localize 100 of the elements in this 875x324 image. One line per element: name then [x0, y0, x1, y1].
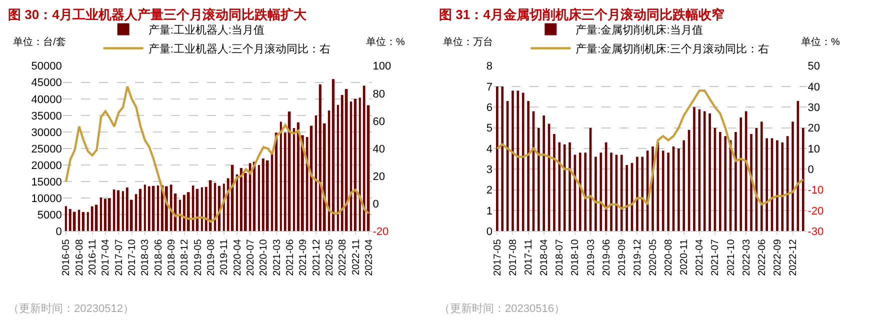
bar [636, 156, 638, 232]
y2-tick-label: 80 [372, 88, 385, 100]
bar [802, 128, 804, 232]
bar [584, 152, 586, 232]
x-tick-label: 2017-05 [492, 238, 504, 276]
bar [781, 142, 784, 232]
y-tick-label: 5000 [37, 210, 62, 222]
y-tick-label: 0 [486, 226, 493, 238]
x-tick-label: 2017-07 [114, 238, 125, 276]
y-axis-title: 单位：万台 [443, 36, 493, 48]
x-tick-label: 2018-07 [554, 238, 566, 276]
bar [734, 132, 737, 232]
bar [522, 92, 524, 232]
bar [64, 206, 67, 232]
x-tick-label: 2019-12 [632, 238, 644, 276]
bar [578, 152, 582, 232]
bar [354, 98, 356, 232]
x-tick-label: 2019-05 [192, 238, 204, 276]
bar [94, 204, 98, 232]
y-tick-label: 6 [486, 102, 493, 114]
bar [358, 98, 361, 232]
legend-label: 产量:金属切削机床:当月值 [576, 24, 703, 37]
x-tick-label: 2022-11 [350, 238, 362, 276]
bar [641, 156, 644, 232]
x-tick-label: 2018-06 [153, 238, 164, 276]
bar [144, 184, 146, 232]
bar [662, 150, 664, 232]
y2-axis-title: 单位：% [366, 36, 405, 48]
bar [258, 165, 260, 232]
y-tick-label: 45000 [31, 77, 62, 90]
y2-tick-label: 0 [808, 164, 814, 176]
bar [527, 100, 530, 232]
chart-title: 图 30：4月工业机器人产量三个月滚动同比跌幅扩大 [8, 7, 308, 22]
bar [760, 122, 763, 232]
y-axis-title: 单位：台/套 [13, 36, 66, 48]
x-tick-label: 2021-06 [284, 238, 296, 276]
y2-tick-label: 60 [372, 116, 385, 128]
bar [108, 198, 111, 232]
x-tick-label: 2021-10 [726, 238, 737, 276]
bar [170, 184, 172, 232]
y-tick-label: 15000 [31, 176, 62, 188]
x-tick-label: 2021-03 [272, 238, 283, 276]
bar [766, 138, 768, 232]
x-tick-label: 2022-09 [772, 238, 784, 276]
bar [558, 142, 561, 232]
x-tick-label: 2018-04 [539, 238, 550, 276]
bar [542, 115, 546, 232]
bar [693, 107, 696, 232]
bar [200, 187, 203, 232]
y-tick-label: 25000 [31, 143, 62, 156]
bar [568, 142, 571, 232]
y2-tick-label: 30 [808, 102, 820, 114]
legend-label: 产量:工业机器人:三个月滚动同比：右 [148, 42, 330, 56]
y2-axis-title: 单位：% [801, 36, 840, 48]
x-tick-label: 2018-12 [180, 238, 191, 276]
x-tick-label: 2022-03 [741, 238, 752, 276]
y-tick-label: 2 [486, 184, 493, 197]
legend-label: 产量:工业机器人:当月值 [148, 24, 264, 37]
bar [600, 152, 602, 232]
bar [362, 86, 366, 232]
y2-tick-label: 20 [808, 122, 820, 135]
x-tick-label: 2018-10 [570, 238, 582, 276]
bar [512, 90, 514, 232]
y-tick-label: 0 [56, 226, 62, 238]
y2-tick-label: -20 [808, 205, 824, 218]
x-tick-label: 2019-08 [206, 238, 217, 276]
x-tick-label: 2023-04 [364, 238, 375, 276]
bar [496, 86, 498, 232]
bar [678, 148, 680, 232]
bar [156, 186, 160, 232]
x-tick-label: 2016-11 [88, 238, 99, 276]
y-tick-label: 1 [486, 205, 493, 218]
y-tick-label: 30000 [31, 126, 62, 139]
bar [116, 190, 120, 232]
bar [122, 191, 124, 232]
x-tick-label: 2021-09 [298, 238, 310, 276]
x-tick-label: 2019-09 [616, 238, 628, 276]
legend-label: 产量:金属切削机床:三个月滚动同比：右 [576, 42, 769, 56]
x-tick-label: 2020-11 [679, 238, 690, 276]
x-tick-label: 2021-07 [710, 238, 722, 276]
bar [718, 132, 722, 232]
bar [90, 206, 94, 232]
x-tick-label: 2022-12 [788, 238, 799, 276]
bar [86, 212, 89, 232]
bar [78, 210, 80, 232]
x-tick-label: 2022-05 [324, 238, 336, 276]
bar [314, 115, 318, 232]
bar [776, 140, 778, 232]
bar [708, 113, 711, 232]
y-tick-label: 10000 [31, 192, 62, 205]
y-tick-label: 35000 [31, 110, 62, 122]
y2-tick-label: 40 [372, 143, 385, 156]
x-tick-label: 2020-07 [245, 238, 256, 276]
x-tick-label: 2016-08 [74, 238, 86, 276]
bar [698, 109, 701, 232]
y2-tick-label: -20 [372, 226, 389, 238]
x-tick-label: 2017-08 [508, 238, 519, 276]
y2-tick-label: 40 [808, 81, 820, 94]
y-tick-label: 4 [486, 143, 493, 156]
x-tick-label: 2019-03 [586, 238, 597, 276]
